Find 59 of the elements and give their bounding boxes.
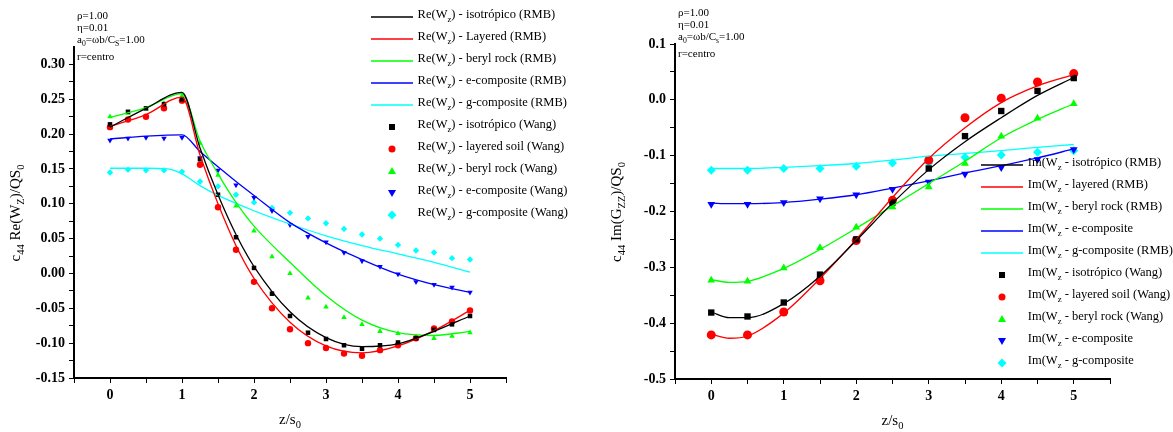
legend-label: Im(W$_{z}$ - g-composite (RMB) [1027, 242, 1173, 262]
y-tick-label: 0.15 [40, 160, 65, 176]
x-tick-label: 2 [852, 388, 860, 404]
legend-label: Im(W$_{z}$ - beryl rock (Wang) [1027, 308, 1164, 328]
annotation: r=centro [77, 50, 116, 63]
y-tick-label: -0.4 [643, 314, 666, 330]
text: η=0.01 [77, 21, 110, 33]
x-tick-label: 0 [106, 387, 114, 403]
y-tick-label: -0.3 [643, 258, 666, 274]
y-tick-label: 0.10 [40, 195, 65, 211]
y-tick-label: -0.10 [35, 334, 65, 350]
x-tick-label: 1 [178, 387, 186, 403]
x-tick-label: 5 [1070, 388, 1078, 404]
y-tick-label: 0.25 [40, 90, 65, 106]
x-axis-title: z/s$_{0}$ [279, 411, 301, 430]
y-tick-label: 0.0 [648, 91, 666, 107]
text: ρ=1.00 [77, 9, 109, 21]
legend-label: Re(W$_{z}$) - isotrópico (Wang) [417, 116, 557, 136]
y-tick-label: 0.00 [40, 265, 65, 281]
y-tick-label: -0.5 [643, 370, 666, 386]
x-tick-label: 1 [780, 388, 788, 404]
x-tick-label: 4 [997, 388, 1005, 404]
legend-label: Re(W$_{z}$) - beryl rock (RMB) [417, 50, 557, 70]
legend-label: Re(W$_{z}$) - beryl rock (Wang) [417, 160, 558, 180]
annotation: a$_{0}$=ωb/C$_{S}$=1.00 [77, 33, 145, 51]
legend-label: Im(W$_{z}$ - isotrópico (Wang) [1027, 264, 1163, 284]
y-tick-label: -0.15 [35, 369, 65, 385]
legend-label: Re(W$_{z}$) - layered soil (Wang) [417, 138, 565, 158]
legend-label: Re(W$_{z}$) - g-composite (Wang) [417, 204, 568, 224]
y-tick-label: -0.1 [643, 147, 666, 163]
annotation: a$_{0}$=ωb/C$_{s}$=1.00 [678, 30, 745, 48]
legend-label: Re(W$_{z}$) - g-composite (RMB) [417, 94, 567, 114]
legend-label: Im(W$_{z}$ - isotrópico (RMB) [1027, 154, 1162, 174]
x-tick-label: 4 [394, 387, 402, 403]
x-tick-label: 3 [322, 387, 330, 403]
x-tick-label: 5 [466, 387, 474, 403]
y-tick-label: 0.05 [40, 230, 65, 246]
legend-label: Im(W$_{z}$ - layered soil (Wang) [1027, 286, 1171, 306]
y-tick-label: -0.05 [35, 299, 65, 315]
legend-label: Re(W$_{z}$) - e-composite (RMB) [417, 72, 567, 92]
legend-label: Im(W$_{z}$ - e-composite [1027, 330, 1134, 350]
y-tick-label: -0.2 [643, 203, 666, 219]
legend-label: Im(W$_{z}$ - beryl rock (RMB) [1027, 198, 1163, 218]
legend-label: Im(W$_{z}$ - e-composite [1027, 220, 1134, 240]
legend-label: Re(W$_{z}$) - isotrópico (RMB) [417, 6, 556, 26]
y-tick-label: 0.1 [648, 35, 666, 51]
y-tick-label: 0.20 [40, 125, 65, 141]
x-axis-title: z/s$_{0}$ [881, 412, 904, 431]
x-tick-label: 3 [925, 388, 933, 404]
text: η=0.01 [678, 18, 711, 30]
legend-label: Im(W$_{z}$ - g-composite [1027, 352, 1134, 372]
text: ρ=1.00 [678, 6, 710, 18]
y-tick-label: 0.30 [40, 56, 65, 72]
legend-label: Im(W$_{z}$ - layered (RMB) [1027, 176, 1148, 196]
legend-label: Re(W$_{z}$) - e-composite (Wang) [417, 182, 568, 202]
legend-label: Re(W$_{z}$) - Layered (RMB) [417, 28, 547, 48]
x-tick-label: 0 [707, 388, 715, 404]
annotation: r=centro [678, 47, 717, 60]
x-tick-label: 2 [250, 387, 258, 403]
